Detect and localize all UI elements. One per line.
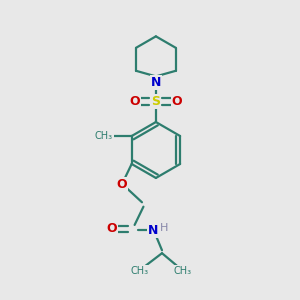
Text: CH₃: CH₃ [173,266,192,276]
Text: S: S [152,95,160,108]
Text: H: H [160,223,169,233]
Text: O: O [116,178,127,191]
Text: O: O [172,95,182,108]
Text: CH₃: CH₃ [94,131,113,141]
Text: N: N [151,76,161,89]
Text: N: N [148,224,158,237]
Text: O: O [106,222,117,235]
Text: CH₃: CH₃ [131,266,149,276]
Text: O: O [129,95,140,108]
